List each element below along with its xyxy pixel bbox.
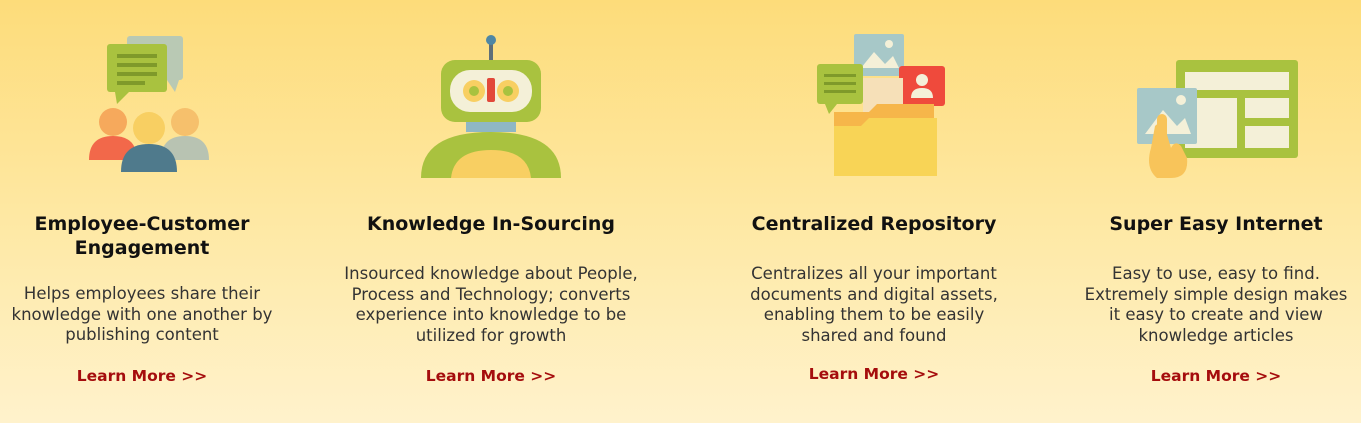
learn-more-container: Learn More >> [1076, 367, 1356, 385]
description-line: Insourced knowledge about People, [344, 264, 638, 283]
description-line: Extremely simple design makes [1084, 284, 1348, 304]
description-line: it easy to create and view [1109, 305, 1323, 324]
description-line: utilized for growth [415, 325, 567, 345]
learn-more-link[interactable]: Learn More >> [425, 367, 557, 385]
feature-title: Centralized Repository [724, 212, 1024, 236]
learn-more-link[interactable]: Learn More >> [808, 365, 940, 383]
feature-title-line: Employee-Customer [34, 213, 250, 235]
description-line: experience into knowledge to be [355, 305, 627, 324]
feature-centralized-repository: Centralized Repository Centralizes all y… [724, 0, 1024, 423]
learn-more-container: Learn More >> [2, 367, 282, 385]
people-chat-icon [57, 30, 227, 180]
description-line: documents and digital assets, [750, 284, 998, 304]
learn-more-container: Learn More >> [331, 367, 651, 385]
feature-description: Helps employees share their knowledge wi… [2, 284, 282, 346]
description-line: knowledge articles [1138, 325, 1294, 345]
feature-knowledge-in-sourcing: Knowledge In-Sourcing Insourced knowledg… [331, 0, 651, 423]
feature-employee-customer-engagement: Employee-Customer Engagement Helps emplo… [2, 0, 282, 423]
learn-more-link[interactable]: Learn More >> [1150, 367, 1282, 385]
feature-title-line: Super Easy Internet [1109, 213, 1323, 235]
feature-title: Super Easy Internet [1076, 212, 1356, 236]
feature-title: Employee-Customer Engagement [2, 212, 282, 260]
feature-title-line: Knowledge In-Sourcing [367, 213, 615, 235]
feature-description: Centralizes all your important documents… [724, 264, 1024, 346]
feature-title-line: Centralized Repository [751, 213, 997, 235]
feature-description: Easy to use, easy to find. Extremely sim… [1076, 264, 1356, 346]
description-line: Easy to use, easy to find. [1112, 264, 1320, 283]
feature-description: Insourced knowledge about People, Proces… [331, 264, 651, 346]
description-line: Process and Technology; converts [351, 284, 631, 304]
folder-documents-icon [789, 30, 959, 180]
description-line: publishing content [65, 325, 219, 344]
description-line: knowledge with one another by [11, 304, 273, 324]
feature-super-easy-internet: Super Easy Internet Easy to use, easy to… [1076, 0, 1356, 423]
description-line: enabling them to be easily [763, 305, 985, 324]
feature-title: Knowledge In-Sourcing [331, 212, 651, 236]
robot-icon [406, 30, 576, 180]
learn-more-container: Learn More >> [724, 365, 1024, 383]
description-line: Centralizes all your important [751, 264, 997, 283]
description-line: shared and found [801, 325, 947, 345]
web-layout-touch-icon [1131, 30, 1301, 180]
learn-more-link[interactable]: Learn More >> [76, 367, 208, 385]
feature-title-line: Engagement [74, 237, 210, 259]
description-line: Helps employees share their [23, 284, 261, 303]
